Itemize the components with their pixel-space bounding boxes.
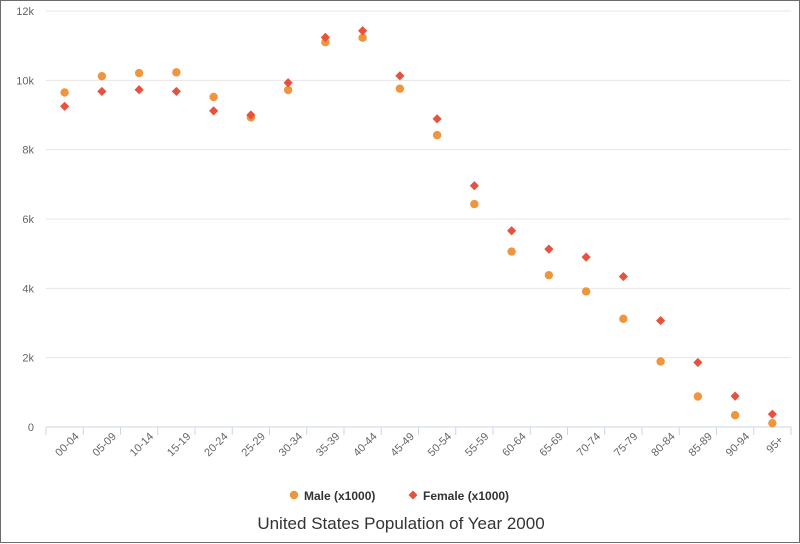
male-point[interactable]: [283, 85, 293, 95]
y-tick-label: 6k: [22, 214, 34, 226]
male-point[interactable]: [60, 88, 69, 97]
data-points: [60, 26, 777, 428]
male-point[interactable]: [358, 33, 367, 42]
x-tick-label: 15-19: [165, 431, 193, 459]
female-point[interactable]: [60, 101, 70, 111]
x-tick-label: 00-04: [53, 431, 81, 459]
legend-female-label[interactable]: Female (x1000): [423, 489, 509, 503]
gridlines: [46, 10, 791, 359]
female-point[interactable]: [209, 106, 219, 116]
male-point[interactable]: [768, 418, 777, 428]
female-point[interactable]: [283, 78, 293, 88]
chart-title: United States Population of Year 2000: [257, 514, 544, 533]
male-point[interactable]: [134, 68, 144, 78]
male-point[interactable]: [209, 92, 218, 102]
y-tick-label: 2k: [22, 353, 34, 365]
female-point[interactable]: [581, 252, 591, 262]
female-point[interactable]: [507, 226, 517, 236]
female-point[interactable]: [320, 32, 330, 42]
y-tick-label: 0: [28, 422, 34, 434]
x-tick-label: 70-74: [575, 431, 603, 459]
x-tick-label: 55-59: [463, 431, 491, 459]
x-axis: 00-04 05-09 10-14 15-19 20-24 25-29 30-34 35-39…: [45, 426, 792, 459]
x-tick-label: 50-54: [426, 431, 454, 459]
female-point[interactable]: [246, 110, 256, 120]
x-tick-label: 20-24: [202, 431, 230, 459]
female-point[interactable]: [730, 391, 740, 401]
x-tick-label: 05-09: [91, 431, 119, 459]
legend-male-marker: [289, 490, 299, 500]
female-point[interactable]: [134, 85, 144, 95]
female-point[interactable]: [395, 71, 405, 81]
female-point[interactable]: [767, 409, 777, 419]
x-tick-label: 90-94: [724, 431, 752, 459]
y-tick-label: 4k: [22, 283, 34, 295]
male-point[interactable]: [507, 247, 516, 256]
female-point[interactable]: [544, 244, 554, 254]
x-tick-label: 10-14: [128, 431, 156, 459]
x-tick-label: 40-44: [351, 431, 379, 459]
x-tick-label: 65-69: [538, 431, 566, 459]
female-point[interactable]: [656, 315, 666, 326]
male-point[interactable]: [321, 38, 330, 47]
female-point[interactable]: [432, 114, 442, 124]
x-tick-label: 30-34: [277, 431, 305, 459]
male-point[interactable]: [581, 287, 591, 296]
legend-female-marker: [408, 490, 418, 500]
male-point[interactable]: [656, 357, 665, 366]
x-tick-label: 45-49: [389, 431, 417, 459]
female-point[interactable]: [171, 86, 181, 97]
male-point[interactable]: [172, 68, 181, 77]
male-point[interactable]: [97, 71, 107, 81]
female-point[interactable]: [358, 26, 368, 36]
female-point[interactable]: [469, 181, 479, 191]
x-tick-label: 60-64: [500, 431, 528, 459]
male-point[interactable]: [619, 314, 628, 324]
male-point[interactable]: [693, 392, 703, 401]
male-point[interactable]: [730, 411, 740, 420]
x-tick-label: 85-89: [687, 431, 715, 459]
y-tick-label: 10k: [16, 75, 34, 87]
x-tick-label: 35-39: [314, 431, 342, 459]
y-tick-label: 8k: [22, 145, 34, 157]
male-point[interactable]: [395, 84, 405, 93]
male-point[interactable]: [470, 199, 479, 209]
y-tick-label: 12k: [16, 6, 34, 18]
y-axis: 0 2k 4k 6k 8k 10k 12k: [16, 6, 34, 434]
x-tick-label: 25-29: [240, 431, 268, 459]
legend: Male (x1000) Female (x1000): [289, 489, 509, 503]
female-point[interactable]: [97, 86, 107, 97]
male-point[interactable]: [432, 130, 442, 140]
x-tick-label: 80-84: [649, 431, 677, 459]
female-point[interactable]: [618, 271, 628, 282]
legend-male-label[interactable]: Male (x1000): [304, 489, 375, 503]
female-point[interactable]: [693, 357, 703, 368]
x-tick-label: 95+: [764, 434, 786, 456]
male-point[interactable]: [544, 270, 554, 280]
x-tick-label: 75-79: [612, 431, 640, 459]
